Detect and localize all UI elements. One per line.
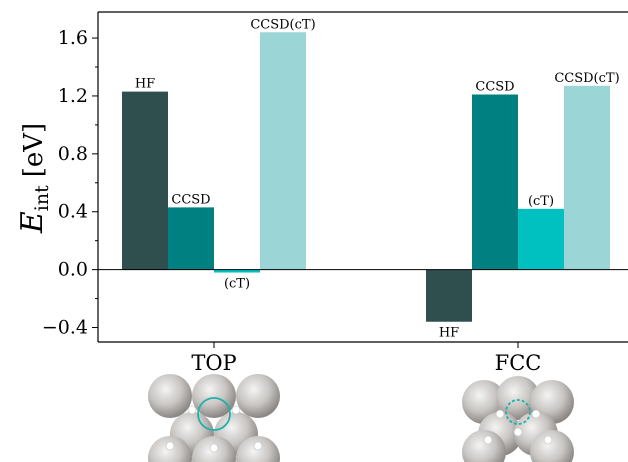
adsorbate-atom	[495, 409, 505, 419]
bar-label-top-ccsd: CCSD	[171, 192, 210, 207]
y-tick-label: −0.4	[42, 317, 88, 339]
structure-insets	[148, 374, 574, 462]
surface-atom	[192, 374, 236, 418]
surface-atom	[530, 430, 574, 462]
y-axis-label: Eint [eV]	[15, 123, 53, 234]
adsorbate-atom	[165, 441, 175, 451]
adsorbate-atom	[253, 441, 263, 451]
bar-top-ccsd	[168, 207, 214, 270]
site-marker-ring	[505, 399, 531, 425]
bar-label-top-hf: HF	[135, 77, 155, 92]
bar-top-ct	[214, 269, 260, 273]
bars-layer	[122, 32, 610, 322]
y-tick-label: 0.0	[58, 259, 88, 281]
bar-fcc-ccsd	[472, 94, 518, 270]
adsorbate-atom	[187, 405, 197, 415]
bar-label-top-ccsdct: CCSD(cT)	[250, 17, 315, 32]
structure-inset-fcc	[462, 376, 574, 462]
bar-fcc-ccsdct	[564, 85, 610, 270]
bar-fcc-hf	[426, 269, 472, 322]
y-tick-label: 1.6	[58, 27, 88, 49]
bar-label-top-ct: (cT)	[224, 277, 250, 292]
surface-atom	[462, 430, 506, 462]
y-ticks-layer: −0.4 0.0 0.4 0.8 1.2 1.6	[42, 27, 98, 339]
site-marker-ring	[197, 397, 231, 431]
y-tick-label: 0.4	[58, 201, 88, 223]
y-axis-label-sub: int	[31, 185, 53, 211]
bar-fcc-ct	[518, 208, 564, 270]
y-axis-label-unit: [eV]	[19, 123, 49, 177]
surface-atom	[148, 374, 192, 418]
bar-label-fcc-hf: HF	[439, 326, 459, 341]
x-tick-label-top: TOP	[191, 351, 236, 375]
y-axis-label-main: E	[15, 211, 50, 234]
bar-top-hf	[122, 91, 168, 270]
bar-label-fcc-ccsdct: CCSD(cT)	[554, 71, 619, 86]
y-tick-label: 1.2	[58, 85, 88, 107]
adsorbate-atom	[483, 435, 493, 445]
structure-inset-top	[148, 374, 280, 462]
y-tick-label: 0.8	[58, 143, 88, 165]
adsorbate-atom	[513, 427, 523, 437]
x-tick-label-fcc: FCC	[495, 351, 542, 375]
x-ticks-layer: TOP FCC	[191, 342, 541, 375]
bar-label-fcc-ccsd: CCSD	[475, 80, 514, 95]
adsorbate-atom	[531, 409, 541, 419]
adsorbate-atom	[209, 443, 219, 453]
plot-frame	[97, 11, 628, 343]
bar-label-fcc-ct: (cT)	[528, 194, 554, 209]
adsorbate-atom	[543, 435, 553, 445]
bar-top-ccsdct	[260, 32, 306, 270]
adsorbate-atom	[231, 405, 241, 415]
surface-atom	[236, 374, 280, 418]
